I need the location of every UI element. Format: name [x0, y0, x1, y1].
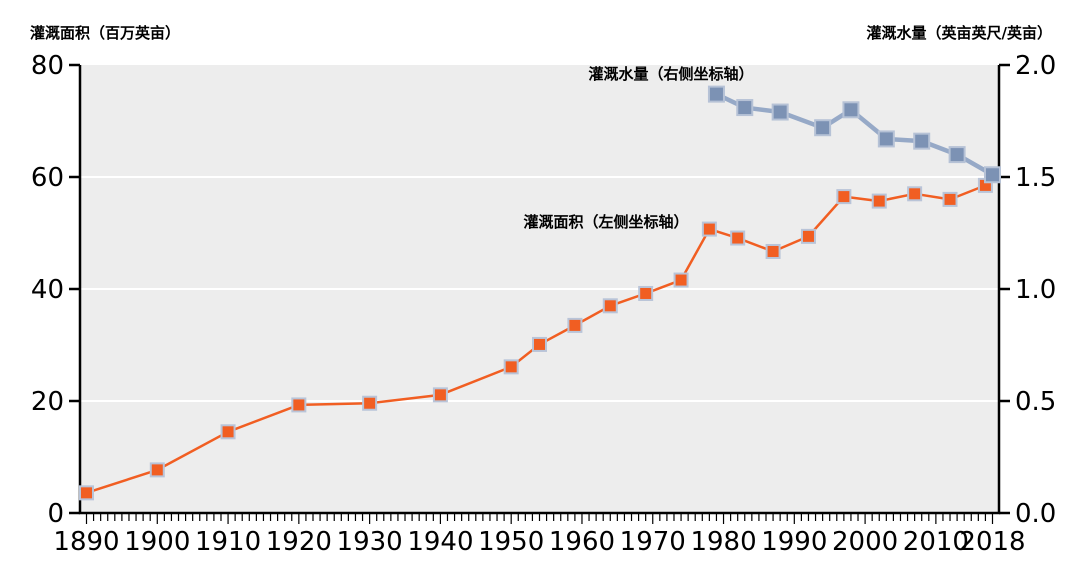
series-marker-0 — [800, 228, 816, 244]
series-marker-1 — [814, 119, 832, 137]
right-axis-tick-label: 0.0 — [1015, 499, 1056, 529]
series-marker-0 — [907, 186, 923, 202]
x-axis-tick-label: 1900 — [124, 527, 190, 557]
series-marker-1 — [736, 99, 754, 117]
left-axis-tick-label: 60 — [31, 163, 64, 193]
right-axis-tick-label: 0.5 — [1015, 387, 1056, 417]
series-marker-0 — [503, 359, 519, 375]
series-marker-0 — [730, 230, 746, 246]
water-series-label: 灌溉水量（右侧坐标轴） — [588, 65, 753, 83]
x-axis-tick-label: 2000 — [832, 527, 898, 557]
series-marker-0 — [432, 387, 448, 403]
plot-layer: 80 60 40 20 0 2.0 1.5 1.0 0.5 0.0 1890 1900 1910 1920… — [31, 51, 1056, 557]
right-axis-tick-label: 2.0 — [1015, 51, 1056, 81]
series-marker-0 — [836, 189, 852, 205]
series-marker-0 — [701, 221, 717, 237]
right-axis-tick-label: 1.0 — [1015, 275, 1056, 305]
area-series-label: 灌溉面积（左侧坐标轴） — [523, 213, 688, 231]
series-marker-1 — [913, 132, 931, 150]
series-marker-0 — [362, 395, 378, 411]
series-marker-1 — [707, 85, 725, 103]
series-marker-0 — [602, 298, 618, 314]
series-marker-0 — [638, 285, 654, 301]
x-axis-tick-label: 1940 — [407, 527, 473, 557]
x-axis-tick-label: 1970 — [620, 527, 686, 557]
x-axis-tick-label: 1980 — [690, 527, 756, 557]
series-marker-0 — [220, 424, 236, 440]
series-marker-0 — [149, 462, 165, 478]
series-marker-0 — [673, 272, 689, 288]
x-axis-tick-label: 2018 — [959, 527, 1025, 557]
series-marker-0 — [567, 317, 583, 333]
series-marker-1 — [842, 101, 860, 119]
series-marker-1 — [948, 146, 966, 164]
x-axis-tick-label: 1890 — [53, 527, 119, 557]
series-marker-0 — [532, 336, 547, 352]
x-axis-tick-label: 1930 — [337, 527, 403, 557]
right-axis-title: 灌溉水量（英亩英尺/英亩） — [867, 24, 1052, 42]
series-marker-1 — [984, 166, 1001, 184]
left-axis-tick-label: 20 — [31, 387, 64, 417]
series-marker-0 — [79, 485, 94, 501]
series-marker-0 — [765, 243, 781, 259]
series-marker-0 — [942, 191, 958, 207]
left-axis-tick-label: 40 — [31, 275, 64, 305]
x-axis-tick-label: 1960 — [549, 527, 615, 557]
left-axis-title: 灌溉面积（百万英亩） — [30, 24, 180, 42]
x-axis-tick-label: 1950 — [478, 527, 544, 557]
left-axis-tick-label: 0 — [47, 499, 64, 529]
left-axis-tick-label: 80 — [31, 51, 64, 81]
x-axis-tick-label: 1990 — [761, 527, 827, 557]
right-axis-tick-label: 1.5 — [1015, 163, 1056, 193]
series-marker-1 — [877, 130, 895, 148]
series-marker-0 — [871, 193, 887, 209]
series-marker-0 — [291, 397, 307, 413]
x-axis-tick-label: 2010 — [903, 527, 969, 557]
series-marker-1 — [771, 103, 789, 121]
x-axis-tick-label: 1920 — [266, 527, 332, 557]
x-axis-tick-label: 1910 — [195, 527, 261, 557]
